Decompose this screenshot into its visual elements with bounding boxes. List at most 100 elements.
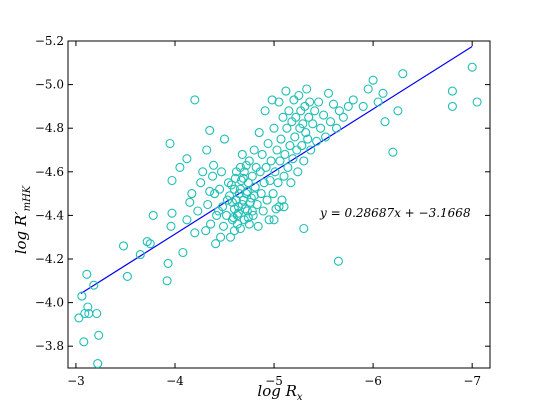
data-point — [276, 134, 286, 144]
data-point — [258, 206, 268, 216]
data-point — [142, 237, 152, 247]
data-point — [278, 112, 288, 122]
data-point — [333, 256, 343, 266]
data-point — [205, 186, 215, 196]
data-point — [135, 250, 145, 260]
data-point — [298, 119, 308, 129]
data-point — [323, 88, 334, 98]
data-point — [302, 84, 312, 94]
data-point — [196, 178, 206, 188]
y-tick-label: −5.2 — [35, 34, 64, 48]
data-point — [263, 138, 273, 149]
data-point — [193, 206, 203, 216]
data-point — [358, 101, 368, 111]
data-point — [175, 162, 185, 172]
data-point — [182, 215, 192, 225]
data-point — [316, 123, 326, 133]
data-point — [279, 202, 289, 212]
data-point — [331, 123, 342, 133]
data-point — [306, 145, 316, 155]
data-point — [259, 178, 269, 188]
data-point — [293, 167, 303, 177]
data-point — [235, 184, 245, 194]
data-point — [214, 206, 224, 216]
data-point — [82, 269, 92, 279]
data-point — [269, 215, 279, 225]
data-point — [308, 119, 318, 129]
data-point — [260, 106, 270, 116]
data-point — [219, 134, 230, 144]
data-point — [282, 123, 292, 133]
y-tick-label: −4.6 — [35, 165, 64, 179]
data-point — [231, 195, 241, 205]
data-point — [202, 145, 212, 155]
data-point — [167, 175, 177, 186]
data-point — [218, 221, 229, 231]
plot-area — [67, 40, 491, 369]
data-point — [178, 247, 188, 258]
data-point — [447, 101, 457, 111]
x-tick-label: −4 — [166, 374, 184, 388]
data-point — [314, 97, 324, 107]
data-point — [185, 197, 195, 207]
data-point — [241, 160, 251, 170]
data-point — [273, 178, 283, 188]
data-point — [209, 160, 219, 170]
data-point — [163, 258, 173, 268]
data-point — [223, 178, 234, 188]
data-point — [118, 241, 129, 251]
data-point — [297, 141, 307, 151]
y-tick-label: −4.8 — [35, 121, 64, 135]
data-point — [378, 88, 388, 98]
data-point — [247, 171, 257, 181]
data-point — [250, 182, 260, 192]
data-point — [162, 276, 172, 286]
data-point — [190, 228, 200, 238]
data-point — [288, 154, 298, 164]
data-point — [274, 202, 284, 212]
data-point — [244, 219, 254, 229]
data-point — [253, 221, 263, 231]
data-point — [269, 123, 279, 133]
data-point — [216, 232, 226, 242]
data-point — [368, 75, 378, 85]
data-point — [93, 359, 103, 369]
data-point — [216, 167, 227, 177]
data-point — [236, 175, 246, 186]
x-tick-label: −7 — [463, 374, 481, 388]
x-tick-label: −6 — [364, 374, 382, 388]
data-point — [211, 239, 221, 249]
data-point — [187, 189, 197, 199]
data-point — [249, 191, 259, 201]
data-point — [325, 117, 336, 127]
data-point — [254, 128, 264, 138]
data-point — [167, 208, 177, 218]
data-point — [299, 156, 309, 166]
data-point — [310, 106, 320, 116]
data-point — [148, 210, 158, 220]
data-point — [224, 191, 235, 201]
data-point — [274, 97, 284, 107]
data-point — [267, 95, 277, 105]
data-point — [472, 97, 482, 107]
data-point — [321, 132, 331, 142]
data-point — [182, 154, 192, 164]
data-point — [257, 149, 267, 159]
data-point — [190, 95, 200, 105]
data-point — [74, 313, 84, 323]
data-point — [245, 197, 255, 207]
data-point — [279, 171, 289, 181]
data-point — [249, 145, 259, 155]
y-tick-label: −4.4 — [35, 208, 65, 222]
data-point — [165, 138, 175, 149]
data-point — [94, 330, 104, 340]
data-point — [166, 221, 176, 231]
data-point — [83, 302, 93, 312]
data-point — [243, 213, 253, 223]
data-point — [275, 156, 285, 166]
x-tick-label: −3 — [67, 374, 85, 388]
data-point — [285, 141, 295, 151]
data-point — [242, 186, 252, 196]
data-point — [221, 210, 232, 220]
